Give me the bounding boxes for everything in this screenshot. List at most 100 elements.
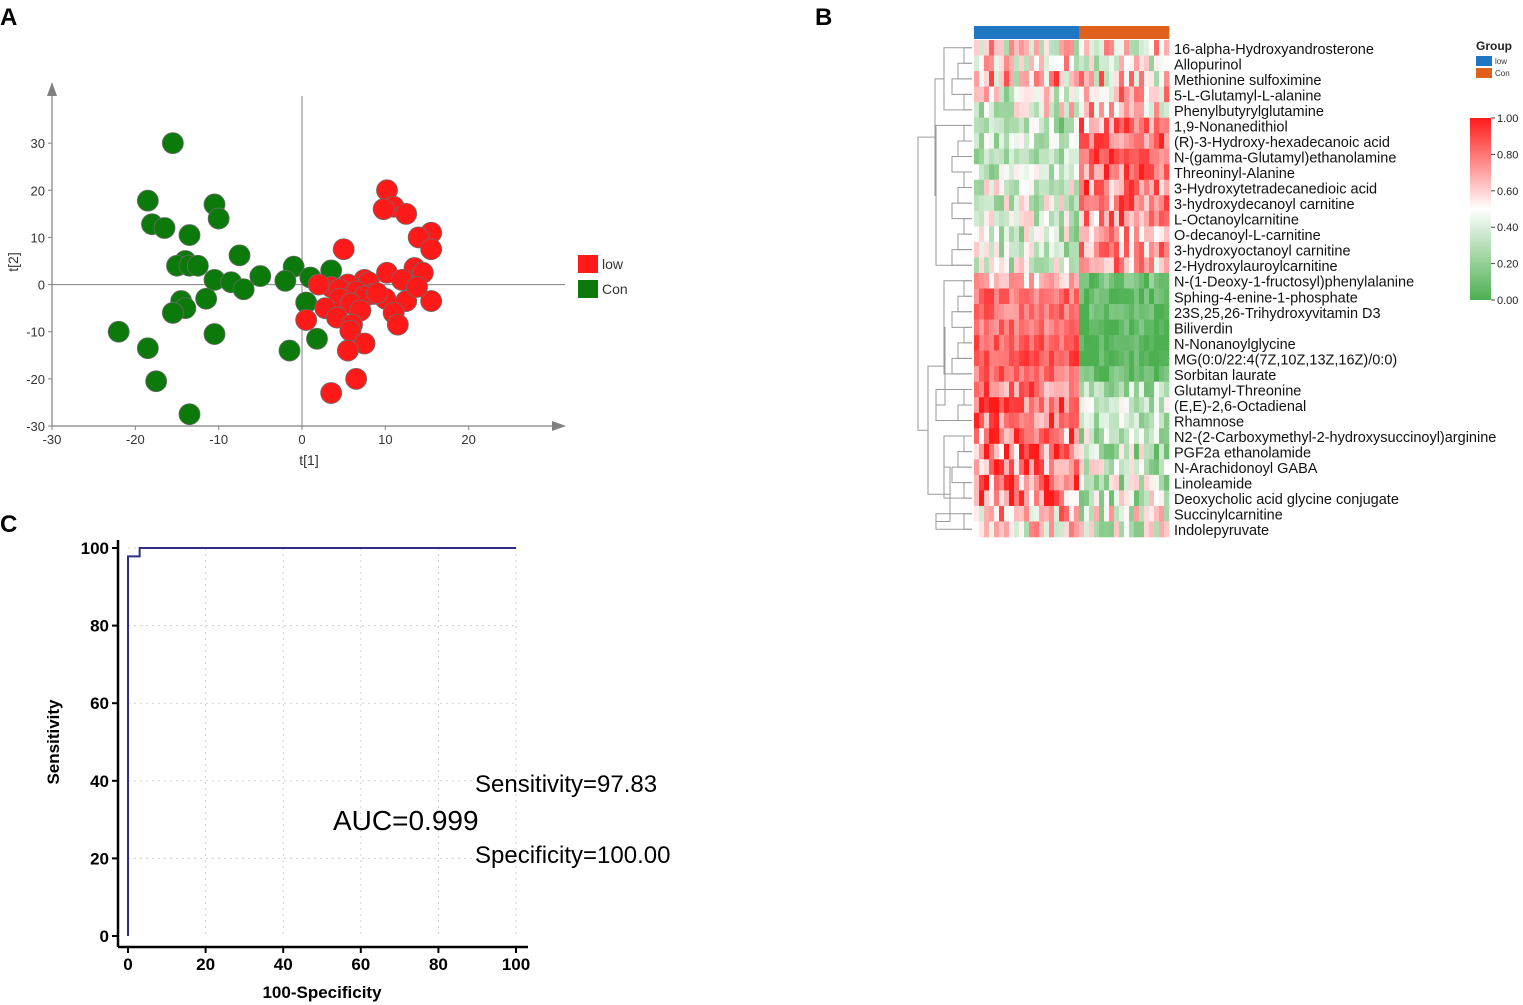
heatmap-cell [1139, 397, 1145, 414]
heatmap-cell [1054, 490, 1060, 507]
heatmap-cell [1074, 257, 1080, 274]
heatmap-cell [1129, 288, 1135, 305]
heatmap-cell [1104, 443, 1110, 460]
heatmap-cell [1094, 40, 1100, 56]
heatmap-cell [1144, 288, 1150, 305]
heatmap-cell [999, 148, 1005, 165]
heatmap-cell [999, 366, 1005, 382]
heatmap-cell [1009, 257, 1015, 274]
heatmap-cell [1119, 40, 1125, 56]
roc-y-tick-label: 40 [90, 772, 109, 791]
heatmap-cell [1084, 335, 1090, 351]
heatmap-cell [1054, 71, 1060, 87]
heatmap-cell [974, 179, 980, 196]
dendrogram-branch [957, 233, 972, 251]
heatmap-cell [1094, 148, 1100, 165]
heatmap-cell [1109, 428, 1115, 445]
heatmap-cell [989, 102, 995, 118]
pca-axes [47, 82, 566, 431]
heatmap-cell [1084, 397, 1090, 414]
heatmap-cell [1134, 117, 1140, 134]
heatmap-cell [989, 490, 995, 507]
heatmap-cell [1134, 179, 1140, 196]
pca-x-tick-label: -10 [209, 432, 228, 447]
heatmap-cell [1149, 164, 1155, 181]
heatmap-cell [1089, 241, 1095, 258]
group-bar-low [1049, 26, 1055, 39]
heatmap-cell [1039, 241, 1045, 258]
heatmap-cell [999, 257, 1005, 274]
heatmap-cell [1009, 505, 1015, 522]
heatmap-cell [1064, 412, 1070, 429]
heatmap-cell [1159, 335, 1165, 351]
heatmap-cell [1119, 241, 1125, 258]
heatmap-cell [1134, 490, 1140, 507]
pca-point-low [420, 290, 443, 312]
heatmap-cell [1144, 397, 1150, 414]
heatmap-cell [1159, 350, 1165, 367]
heatmap-cell [1024, 412, 1030, 429]
heatmap-cell [1104, 366, 1110, 382]
heatmap-cell [999, 71, 1005, 87]
heatmap-cell [1134, 102, 1140, 118]
heatmap-cell [979, 443, 985, 460]
heatmap-cell [1084, 195, 1090, 212]
heatmap-cell [1164, 226, 1170, 243]
heatmap-cell [1109, 381, 1115, 398]
heatmap-cell [1144, 304, 1150, 320]
heatmap-cell [1029, 148, 1035, 165]
heatmap-cell [1079, 195, 1085, 212]
heatmap-cell [1109, 505, 1115, 522]
heatmap-row-labels: 16-alpha-HydroxyandrosteroneAllopurinolM… [1174, 42, 1496, 539]
heatmap-cell [1159, 366, 1165, 382]
heatmap-cell [974, 381, 980, 398]
heatmap-cell [1094, 412, 1100, 429]
heatmap-cell [999, 350, 1005, 367]
heatmap-cell [1109, 148, 1115, 165]
heatmap-cell [1129, 40, 1135, 56]
heatmap-cell [1089, 428, 1095, 445]
heatmap-cell [1119, 195, 1125, 212]
heatmap-cell [1074, 521, 1080, 538]
heatmap-cell [989, 350, 995, 367]
heatmap-cell [1009, 319, 1015, 336]
heatmap-cell [1144, 412, 1150, 429]
heatmap-cell [1039, 257, 1045, 274]
heatmap-cell [1154, 195, 1160, 212]
colorbar-tick-label: 0.00 [1497, 295, 1518, 307]
heatmap-cell [1049, 505, 1055, 522]
heatmap-cell [1079, 304, 1085, 320]
heatmap-cell [1069, 117, 1075, 134]
heatmap-cell [1159, 133, 1165, 150]
dendrogram-branch [963, 47, 972, 64]
heatmap-cell [1009, 117, 1015, 134]
heatmap-cell [1024, 350, 1030, 367]
heatmap-cell [1109, 40, 1115, 56]
heatmap-cell [974, 443, 980, 460]
pca-point-con [145, 370, 168, 393]
heatmap-cell [1124, 241, 1130, 258]
heatmap-cell [1074, 148, 1080, 165]
heatmap-cell [1009, 102, 1015, 118]
heatmap-cell [1039, 148, 1045, 165]
colorbar-tick-label: 1.00 [1497, 113, 1518, 125]
heatmap-cell [994, 148, 1000, 165]
heatmap-cell [1014, 319, 1020, 336]
heatmap-cell [974, 288, 980, 305]
pca-points [107, 132, 443, 426]
heatmap-cell [1094, 210, 1100, 227]
heatmap-cell [994, 226, 1000, 243]
heatmap-cell [1054, 304, 1060, 320]
heatmap-cell [1074, 133, 1080, 150]
heatmap-cell [1089, 226, 1095, 243]
heatmap-cell [1104, 505, 1110, 522]
heatmap-cell [1124, 133, 1130, 150]
heatmap-cell [1004, 55, 1010, 72]
heatmap-cell [1019, 164, 1025, 181]
heatmap-cell [1034, 226, 1040, 243]
heatmap-cell [1089, 474, 1095, 491]
heatmap-cell [979, 272, 985, 289]
heatmap-cell [1129, 86, 1135, 103]
heatmap-cell [1009, 241, 1015, 258]
heatmap-cell [1049, 412, 1055, 429]
